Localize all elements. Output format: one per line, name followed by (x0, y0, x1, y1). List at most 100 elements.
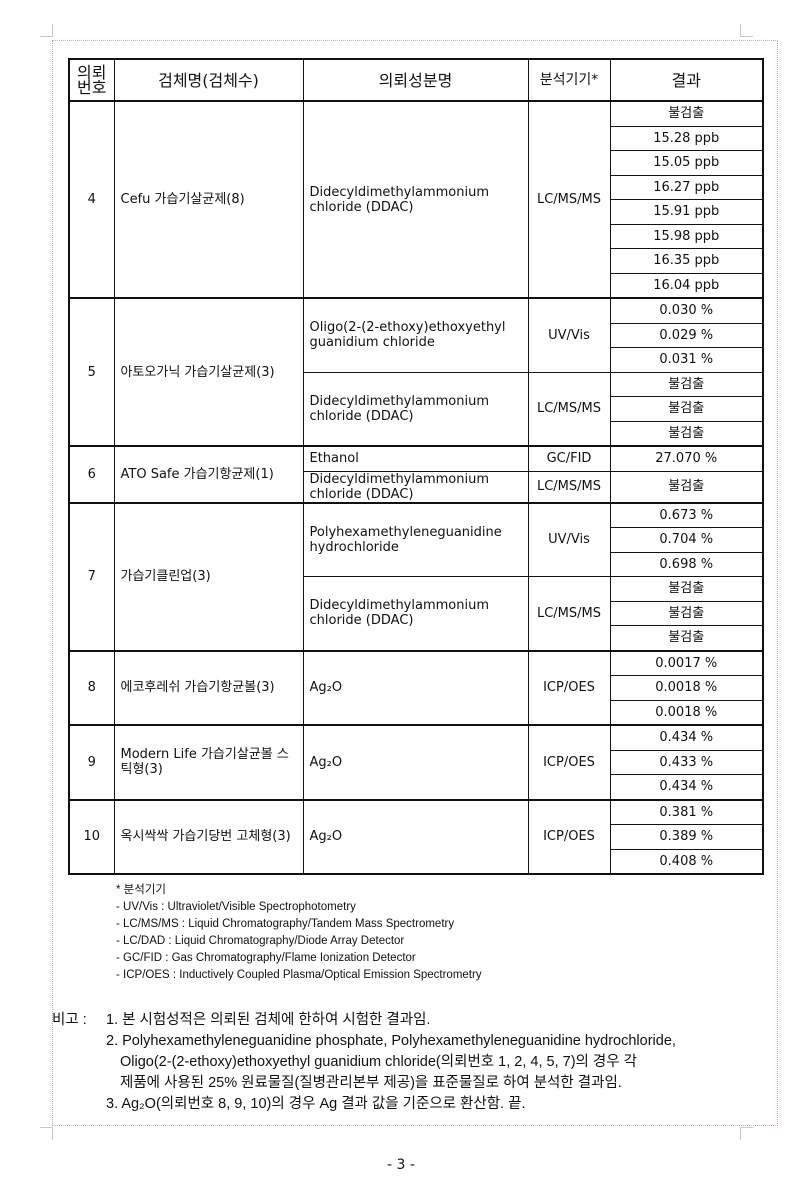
result-cell: 16.35 ppb (609, 248, 764, 274)
instrument-cell: ICP/OES (527, 724, 611, 800)
crop-mark (40, 1127, 53, 1140)
instrument-cell: ICP/OES (527, 798, 611, 875)
result-cell: 0.0018 % (609, 699, 764, 726)
request-number-cell: 9 (68, 724, 115, 800)
component-cell: Didecyldimethylammonium chloride (DDAC) (302, 576, 529, 651)
table-row: 10 옥시싹싹 가습기당번 고체형(3) Ag₂O ICP/OES 0.381 % (68, 798, 764, 875)
remarks-label: 비고 : (52, 1012, 87, 1028)
instrument-cell: LC/MS/MS (527, 470, 611, 503)
table-row: 9 Modern Life 가습기살균볼 스틱형(3) Ag₂O ICP/OES 0.4… (68, 724, 764, 800)
table-row: 5 아토오가닉 가습기살균제(3) Oligo(2-(2-ethoxy)ethoxy… (68, 297, 764, 447)
table-body: 4 Cefu 가습기살균제(8) Didecyldimethylammonium c… (68, 100, 764, 875)
results-table: 의뢰 번호 검체명(검체수) 의뢰성분명 분석기기* 결과 4 Cefu 가습기살… (68, 58, 764, 875)
result-cell: 0.673 % (609, 501, 764, 528)
result-cell: 0.434 % (609, 724, 764, 751)
instrument-cell: ICP/OES (527, 649, 611, 726)
header-component: 의뢰성분명 (302, 58, 529, 102)
result-cell: 0.381 % (609, 798, 764, 825)
table-row: 0.031 % (69, 347, 764, 373)
table-row: 4 Cefu 가습기살균제(8) Didecyldimethylammonium c… (68, 100, 764, 299)
request-number-cell: 4 (68, 100, 115, 299)
component-cell: Oligo(2-(2-ethoxy)ethoxyethyl guanidium … (302, 297, 529, 373)
component-cell: Didecyldimethylammonium chloride (DDAC) (302, 470, 529, 503)
result-cell: 15.05 ppb (609, 150, 764, 176)
instrument-cell: UV/Vis (527, 501, 611, 577)
instrument-cell: UV/Vis (527, 297, 611, 373)
instrument-cell: GC/FID (527, 445, 611, 472)
request-number-cell: 8 (68, 649, 115, 726)
instrument-cell: LC/MS/MS (527, 100, 611, 299)
sample-name-cell: 옥시싹싹 가습기당번 고체형(3) (113, 798, 304, 875)
table-row: 0.408 % (69, 848, 764, 875)
result-cell: 0.433 % (609, 749, 764, 775)
table-header: 의뢰 번호 검체명(검체수) 의뢰성분명 분석기기* 결과 (68, 58, 764, 102)
crop-mark (740, 1127, 753, 1140)
header-instrument: 분석기기* (527, 58, 611, 102)
footnote-item: - ICP/OES : Inductively Coupled Plasma/O… (116, 969, 482, 981)
header-request-no: 의뢰 번호 (68, 58, 115, 102)
footnote-title: * 분석기기 (116, 884, 166, 896)
instrument-cell: LC/MS/MS (527, 371, 611, 447)
result-cell: 0.389 % (609, 824, 764, 850)
crop-mark (40, 24, 53, 37)
table-row: 0.029 % (69, 322, 764, 348)
result-cell: 15.98 ppb (609, 223, 764, 249)
remark-2-cont: 제품에 사용된 25% 원료물질(질병관리본부 제공)을 표준물질로 하여 분석… (120, 1075, 622, 1091)
request-number-cell: 6 (68, 445, 115, 503)
sample-name-cell: Modern Life 가습기살균볼 스틱형(3) (113, 724, 304, 800)
table-row: 6 ATO Safe 가습기항균제(1) Ethanol GC/FID 27.070 % (68, 445, 764, 503)
instrument-footnotes: * 분석기기 - UV/Vis : Ultraviolet/Visible Sp… (116, 882, 482, 984)
result-cell: 0.0018 % (609, 675, 764, 701)
header-result: 결과 (609, 58, 764, 102)
table-row: 16.04 ppb (69, 272, 764, 299)
component-cell: Ag₂O (302, 649, 529, 726)
component-cell: Didecyldimethylammonium chloride (DDAC) (302, 371, 529, 447)
request-number-cell: 5 (68, 297, 115, 447)
result-cell: 0.408 % (609, 848, 764, 875)
table-row: 불검출 (69, 396, 764, 422)
result-cell: 불검출 (609, 470, 764, 503)
result-cell: 16.27 ppb (609, 174, 764, 200)
remark-1: 1. 본 시험성적은 의뢰된 검체에 한하여 시험한 결과임. (106, 1012, 431, 1028)
result-cell: 불검출 (609, 600, 764, 626)
table-row: 0.704 % (69, 527, 764, 553)
sample-name-cell: ATO Safe 가습기항균제(1) (113, 445, 304, 503)
result-cell: 불검출 (609, 100, 764, 127)
result-cell: 0.698 % (609, 551, 764, 577)
remark-2: 2. Polyhexamethyleneguanidine phosphate,… (106, 1033, 676, 1049)
result-cell: 0.704 % (609, 527, 764, 553)
footnote-item: - UV/Vis : Ultraviolet/Visible Spectroph… (116, 901, 356, 913)
result-cell: 0.434 % (609, 774, 764, 800)
result-cell: 16.04 ppb (609, 272, 764, 299)
component-cell: Ethanol (302, 445, 529, 472)
sample-name-cell: Cefu 가습기살균제(8) (113, 100, 304, 299)
result-cell: 0.030 % (609, 297, 764, 324)
footnote-item: - LC/MS/MS : Liquid Chromatography/Tande… (116, 918, 455, 930)
result-cell: 0.029 % (609, 322, 764, 348)
component-cell: Ag₂O (302, 798, 529, 875)
table-row: 7 가습기클린업(3) Polyhexamethyleneguanidine hyd… (68, 501, 764, 651)
sample-name-cell: 아토오가닉 가습기살균제(3) (113, 297, 304, 447)
result-cell: 불검출 (609, 576, 764, 602)
result-cell: 0.031 % (609, 347, 764, 373)
result-cell: 불검출 (609, 396, 764, 422)
footnote-item: - LC/DAD : Liquid Chromatography/Diode A… (116, 935, 405, 947)
table-row: 16.27 ppb (69, 174, 764, 200)
result-cell: 불검출 (609, 371, 764, 397)
crop-mark (740, 24, 753, 37)
table-row: 0.0018 % (69, 675, 764, 701)
component-cell: Ag₂O (302, 724, 529, 800)
result-cell: 불검출 (609, 420, 764, 447)
table-row: 8 에코후레쉬 가습기항균볼(3) Ag₂O ICP/OES 0.0017 % (68, 649, 764, 726)
result-cell: 15.91 ppb (609, 199, 764, 225)
table-row: 불검출 (69, 600, 764, 626)
page-number: - 3 - (387, 1157, 415, 1173)
request-number-cell: 10 (68, 798, 115, 875)
result-cell: 0.0017 % (609, 649, 764, 676)
table-row: 0.0018 % (69, 699, 764, 726)
request-number-cell: 7 (68, 501, 115, 651)
sample-name-cell: 가습기클린업(3) (113, 501, 304, 651)
result-cell: 15.28 ppb (609, 125, 764, 151)
remark-3: 3. Ag₂O(의뢰번호 8, 9, 10)의 경우 Ag 결과 값을 기준으로… (106, 1096, 526, 1112)
header-sample-name: 검체명(검체수) (113, 58, 304, 102)
